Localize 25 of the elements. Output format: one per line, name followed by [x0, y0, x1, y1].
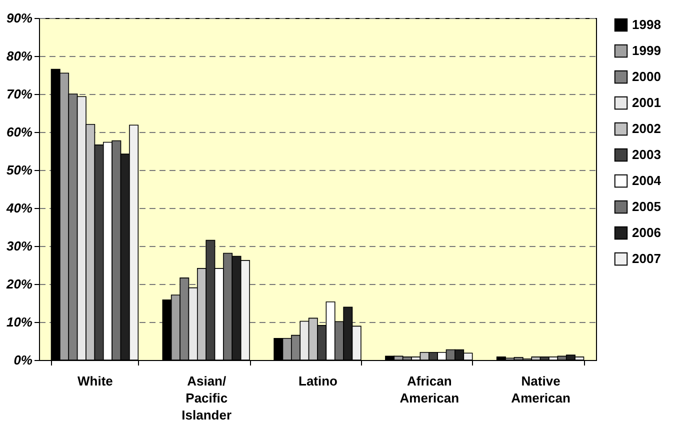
- legend-label: 2007: [632, 251, 661, 266]
- y-tick-label: 10%: [6, 314, 33, 330]
- y-tick-label: 70%: [6, 86, 33, 102]
- legend-label: 2005: [632, 199, 661, 214]
- legend-label: 2004: [632, 173, 662, 188]
- legend-label: 2001: [632, 95, 661, 110]
- y-tick-label: 60%: [6, 124, 33, 140]
- y-tick-label: 50%: [6, 162, 33, 178]
- x-tick-label: Native American: [511, 374, 570, 406]
- legend-label: 2002: [632, 121, 661, 136]
- y-tick-label: 30%: [6, 238, 33, 254]
- x-tick-label: Asian/ Pacific Islander: [182, 374, 232, 422]
- y-tick-label: 0%: [14, 352, 33, 368]
- legend-label: 2000: [632, 69, 661, 84]
- legend-label: 2006: [632, 225, 661, 240]
- y-tick-label: 90%: [6, 10, 33, 26]
- y-tick-label: 80%: [6, 48, 33, 64]
- x-tick-label: White: [78, 374, 113, 388]
- x-tick-label: Latino: [298, 374, 338, 388]
- y-tick-label: 40%: [5, 200, 33, 216]
- x-tick-label: African American: [400, 374, 460, 406]
- legend-label: 1999: [632, 43, 661, 58]
- y-tick-label: 20%: [5, 276, 33, 292]
- legend-label: 1998: [632, 17, 661, 32]
- legend-label: 2003: [632, 147, 661, 162]
